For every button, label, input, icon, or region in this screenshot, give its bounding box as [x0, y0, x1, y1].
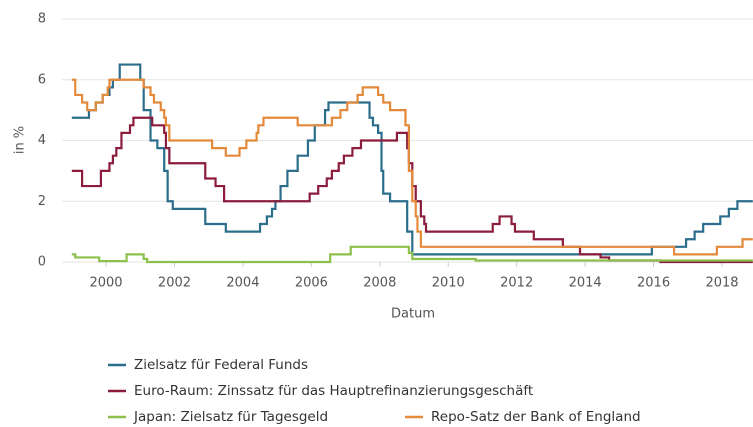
x-tick-label: 2016: [637, 276, 670, 291]
series-line: [71, 245, 753, 264]
x-tick-label: 2018: [705, 276, 738, 291]
legend-label: Euro-Raum: Zinssatz für das Hauptrefinan…: [134, 383, 533, 399]
x-tick-label: 2004: [226, 276, 259, 291]
y-tick-label: 8: [38, 12, 46, 27]
series-line: [71, 63, 753, 256]
x-axis-label: Datum: [391, 307, 435, 322]
x-tick-label: 2014: [569, 276, 602, 291]
x-tick-label: 2012: [500, 276, 533, 291]
x-tick-label: 2006: [295, 276, 328, 291]
y-tick-label: 2: [38, 194, 46, 209]
x-tick-label: 2002: [158, 276, 191, 291]
x-tick-label: 2000: [89, 276, 122, 291]
x-tick-label: 2010: [432, 276, 465, 291]
y-tick-label: 0: [38, 255, 46, 270]
legend: Zielsatz für Federal Funds Euro-Raum: Zin…: [108, 357, 641, 425]
series-line: [71, 78, 753, 256]
y-tick-label: 4: [38, 133, 46, 148]
legend-label: Repo-Satz der Bank of England: [431, 409, 641, 425]
y-tick-label: 6: [38, 72, 46, 87]
legend-label: Japan: Zielsatz für Tagesgeld: [133, 409, 328, 425]
series-line: [71, 116, 753, 264]
legend-label: Zielsatz für Federal Funds: [134, 357, 308, 373]
y-axis-label: in %: [13, 126, 28, 154]
x-tick-label: 2008: [363, 276, 396, 291]
